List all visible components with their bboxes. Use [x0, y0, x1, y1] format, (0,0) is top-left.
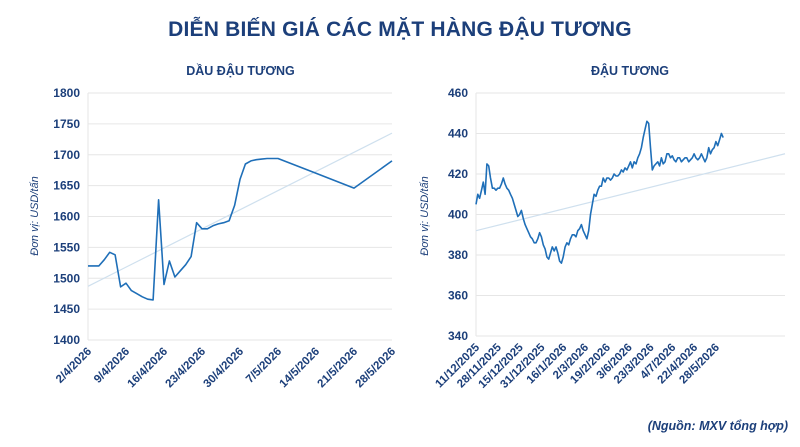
series-line: [88, 157, 393, 301]
y-tick-label: 1400: [53, 333, 80, 347]
main-title: DIỄN BIẾN GIÁ CÁC MẶT HÀNG ĐẬU TƯƠNG: [168, 18, 632, 41]
y-tick-label: 460: [448, 86, 468, 100]
trend-line: [475, 153, 786, 232]
y-tick-label: 380: [448, 248, 468, 262]
y-tick-label: 1800: [53, 86, 80, 100]
y-tick-label: 1750: [53, 117, 80, 131]
source-note: (Nguồn: MXV tổng hợp): [647, 419, 788, 433]
y-tick-label: 1650: [53, 179, 80, 193]
y-tick-label: 1600: [53, 210, 80, 224]
y-tick-label: 1450: [53, 302, 80, 316]
chart-2-title: ĐẬU TƯƠNG: [591, 64, 669, 78]
y-tick-label: 440: [448, 127, 468, 141]
y-tick-label: 420: [448, 167, 468, 181]
y-tick-label: 1550: [53, 240, 80, 254]
y-tick-label: 360: [448, 289, 468, 303]
y-tick-label: 340: [448, 329, 468, 343]
chart-1-title: DẦU ĐẬU TƯƠNG: [186, 64, 295, 78]
y-tick-label: 1700: [53, 148, 80, 162]
trend-line: [87, 132, 393, 287]
series-line: [475, 120, 724, 264]
y-tick-label: 1500: [53, 271, 80, 285]
y-tick-label: 400: [448, 208, 468, 222]
